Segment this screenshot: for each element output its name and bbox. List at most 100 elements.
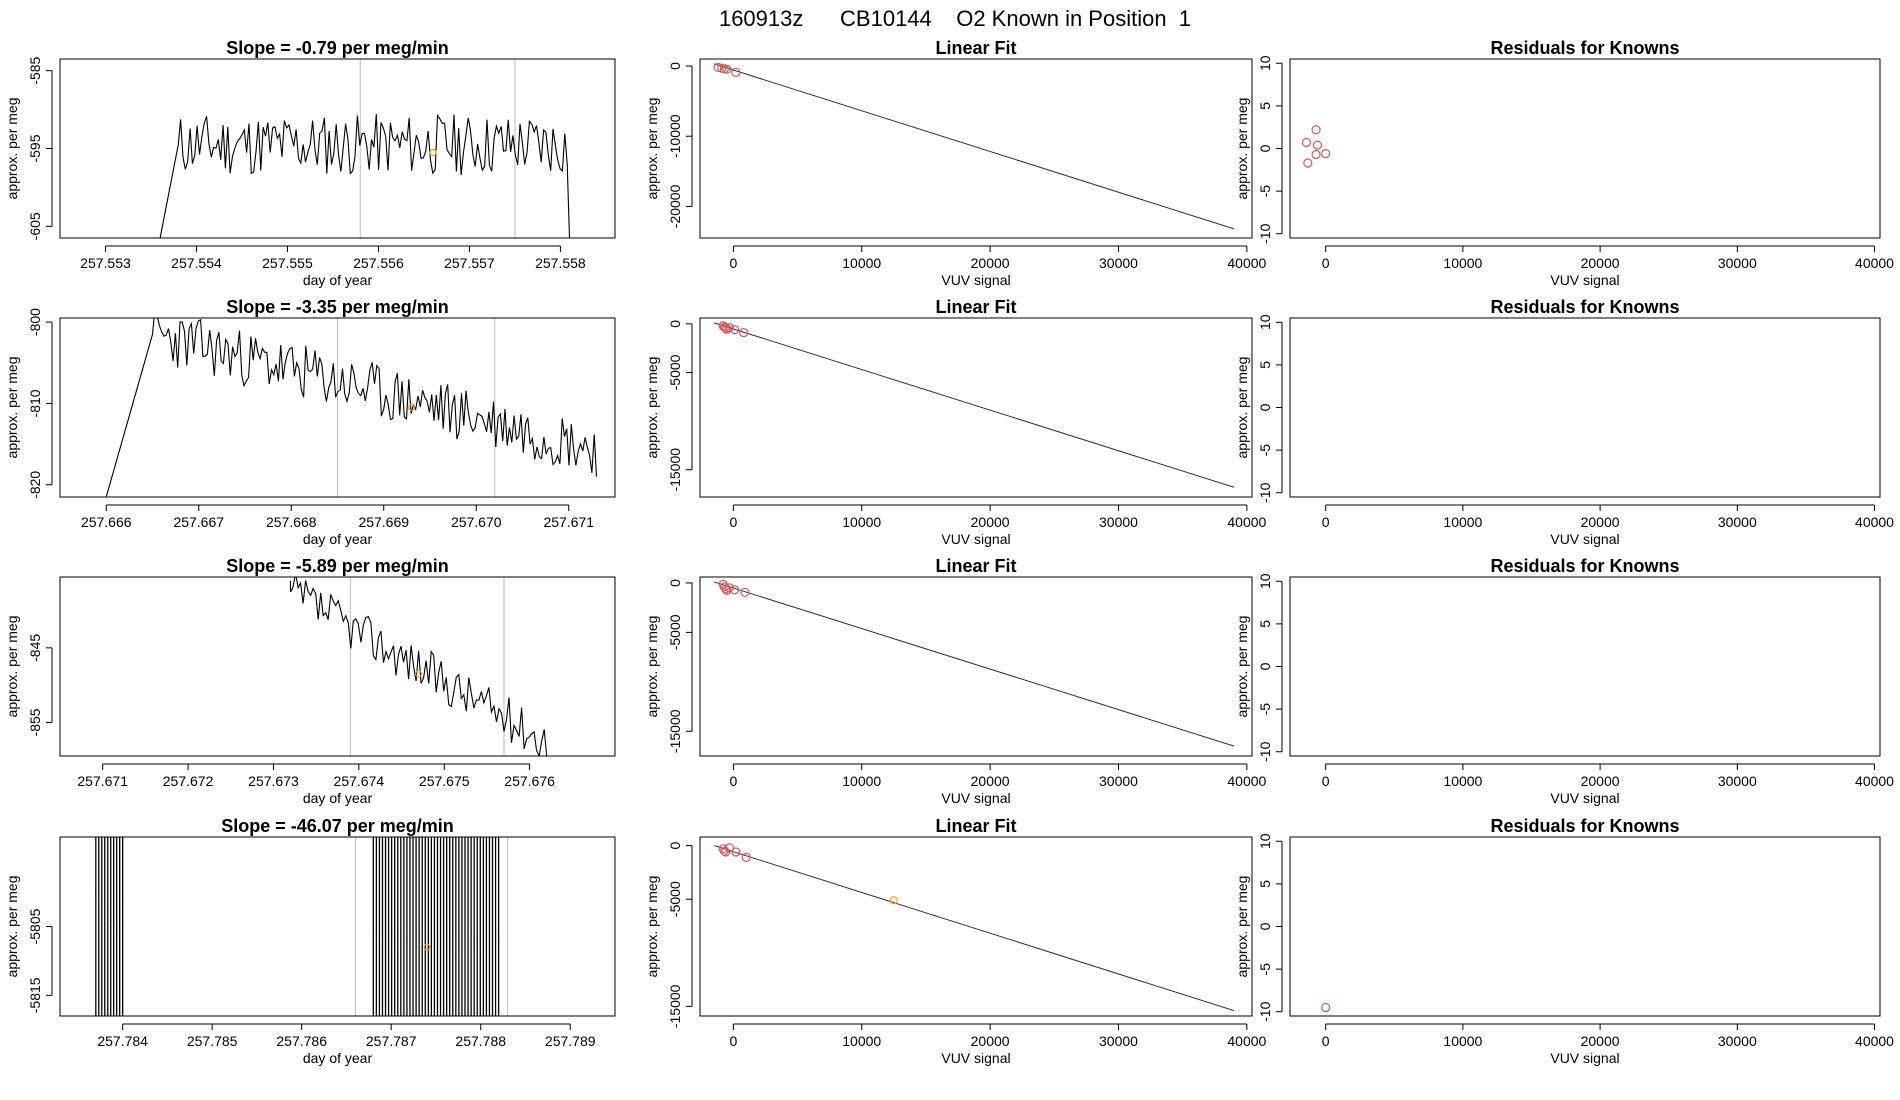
plot-frame (1289, 576, 1881, 757)
highlight-point (889, 896, 898, 905)
x-tick-label: 257.666 (81, 514, 132, 530)
y-tick-label: -10 (1257, 482, 1273, 502)
x-tick-label: 30000 (1099, 514, 1138, 530)
data-point (724, 583, 735, 593)
y-tick-label: 5 (1257, 880, 1273, 888)
chart-panel-r4c3: Residuals for Knowns 0 10000 20000 30000 4000… (1234, 816, 1894, 1066)
panel-title: Slope = -0.79 per meg/min (226, 38, 449, 58)
x-tick-label: 10000 (1443, 1033, 1482, 1049)
y-tick-label: 10 (1257, 314, 1273, 330)
x-tick-label: 0 (1322, 1033, 1330, 1049)
y-tick-label: -10000 (667, 114, 683, 158)
y-tick-label: 0 (667, 320, 683, 328)
y-axis-label: approx. per meg (644, 357, 660, 459)
fit-line (713, 322, 1235, 488)
chart-panel-r1c3: Residuals for Knowns 0 10000 20000 30000 4000… (1234, 38, 1894, 288)
series-trace (289, 577, 548, 756)
panel-title: Residuals for Knowns (1490, 297, 1679, 317)
data-point (721, 323, 731, 333)
y-tick-label: -585 (27, 56, 43, 84)
y-tick-label: 5 (1257, 102, 1273, 110)
chart-panel-r4c1: Slope = -46.07 per meg/min 257.784 257.785… (4, 816, 616, 1066)
chart-panel-r3c3: Residuals for Knowns 0 10000 20000 30000 4000… (1234, 556, 1894, 806)
data-point (1303, 158, 1313, 168)
y-tick-label: -5000 (667, 881, 683, 917)
x-tick-label: 257.789 (545, 1033, 596, 1049)
data-point (724, 323, 735, 333)
data-point (713, 62, 723, 73)
highlight-marker (423, 943, 431, 951)
y-axis-label: approx. per meg (4, 98, 20, 200)
y-tick-label: -5815 (27, 977, 43, 1013)
chart-panel-r3c1: Slope = -5.89 per meg/min 257.671 257.672 2… (4, 556, 616, 806)
plot-area (289, 577, 548, 756)
x-tick-label: 40000 (1855, 255, 1894, 271)
y-tick-label: -10 (1257, 1001, 1273, 1021)
x-tick-label: 20000 (1581, 514, 1620, 530)
y-axis-label: approx. per meg (1234, 357, 1250, 459)
x-tick-label: 10000 (1443, 255, 1482, 271)
x-tick-label: 257.673 (248, 773, 299, 789)
y-tick-label: 10 (1257, 55, 1273, 71)
y-axis-label: approx. per meg (644, 616, 660, 718)
x-tick-label: 257.787 (366, 1033, 417, 1049)
x-tick-label: 257.785 (187, 1033, 238, 1049)
x-tick-label: 257.670 (451, 514, 502, 530)
x-tick-label: 20000 (1581, 1033, 1620, 1049)
x-tick-label: 40000 (1855, 773, 1894, 789)
x-tick-label: 40000 (1227, 514, 1266, 530)
y-axis-label: approx. per meg (1234, 876, 1250, 978)
data-point (731, 847, 741, 857)
data-point (722, 64, 732, 74)
plot-frame (699, 317, 1253, 498)
panel-title: Residuals for Knowns (1490, 556, 1679, 576)
fit-line (713, 845, 1235, 1012)
x-tick-label: 257.786 (276, 1033, 327, 1049)
x-tick-label: 0 (729, 773, 737, 789)
y-axis-label: approx. per meg (4, 357, 20, 459)
y-tick-label: -5000 (667, 354, 683, 390)
plot-area (95, 837, 509, 1016)
data-point (719, 846, 729, 856)
y-tick-label: -800 (27, 308, 43, 336)
x-tick-label: 257.784 (97, 1033, 148, 1049)
data-point (724, 843, 735, 853)
x-tick-label: 257.558 (535, 255, 586, 271)
x-axis-label: VUV signal (941, 272, 1010, 288)
figure-title: 160913z CB10144 O2 Known in Position 1 (719, 6, 1191, 31)
y-axis-label: approx. per meg (1234, 98, 1250, 200)
panel-title: Residuals for Knowns (1490, 816, 1679, 836)
x-axis-label: VUV signal (1550, 531, 1619, 547)
plot-area (105, 318, 598, 497)
y-tick-label: 0 (1257, 403, 1273, 411)
plot-area (159, 59, 571, 238)
plot-frame (59, 58, 616, 239)
plot-frame (59, 576, 616, 757)
panel-title: Linear Fit (935, 297, 1016, 317)
x-tick-label: 0 (729, 1033, 737, 1049)
y-tick-label: -605 (27, 212, 43, 240)
y-tick-label: -5805 (27, 908, 43, 944)
x-axis-label: VUV signal (1550, 1050, 1619, 1066)
fit-line (713, 581, 1235, 747)
panel-grid: Slope = -0.79 per meg/min 257.553 257.554 2… (4, 38, 1894, 1066)
x-tick-label: 10000 (842, 255, 881, 271)
highlight-marker (429, 148, 437, 156)
panel-title: Slope = -5.89 per meg/min (226, 556, 449, 576)
x-axis-label: VUV signal (941, 790, 1010, 806)
x-tick-label: 10000 (1443, 773, 1482, 789)
x-axis-label: VUV signal (941, 1050, 1010, 1066)
series-trace (105, 318, 598, 497)
panel-title: Slope = -3.35 per meg/min (226, 297, 449, 317)
x-tick-label: 0 (1322, 773, 1330, 789)
y-axis-label: approx. per meg (4, 616, 20, 718)
plot-area (1321, 1002, 1331, 1013)
y-tick-label: -5 (1257, 963, 1273, 976)
y-tick-label: -20000 (667, 184, 683, 228)
x-tick-label: 20000 (971, 773, 1010, 789)
x-tick-label: 10000 (842, 773, 881, 789)
data-point (740, 587, 750, 597)
plot-area (713, 62, 1235, 230)
y-axis-label: approx. per meg (1234, 616, 1250, 718)
highlight-marker (407, 403, 416, 412)
